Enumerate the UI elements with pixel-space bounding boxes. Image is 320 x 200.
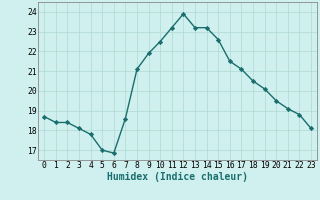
X-axis label: Humidex (Indice chaleur): Humidex (Indice chaleur) <box>107 172 248 182</box>
